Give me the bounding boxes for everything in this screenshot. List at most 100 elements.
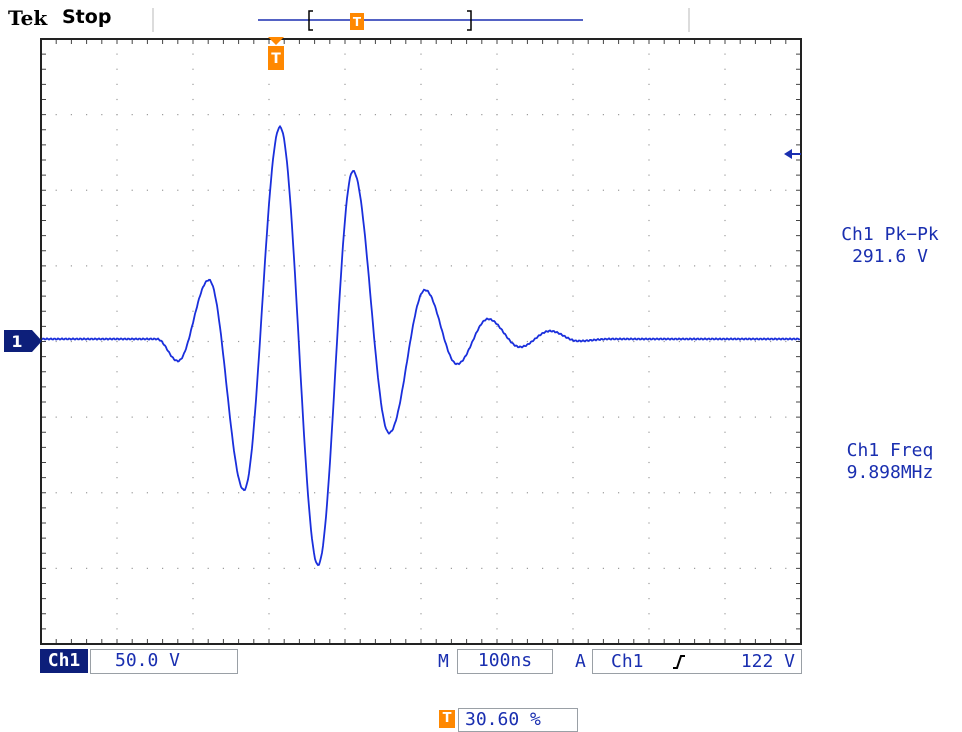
graticule-dot [116, 583, 117, 584]
graticule-dot [481, 417, 482, 418]
graticule-dot [116, 432, 117, 433]
graticule-dot [496, 492, 497, 493]
graticule-dot [268, 553, 269, 554]
trigger-position-readout: 30.60 % [458, 708, 578, 732]
graticule-dot [299, 265, 300, 266]
graticule-dot [192, 265, 193, 266]
graticule-dot [344, 311, 345, 312]
graticule-dot [496, 311, 497, 312]
graticule-dot [724, 507, 725, 508]
graticule-dot [496, 386, 497, 387]
graticule-dot [344, 250, 345, 251]
graticule-dot [116, 114, 117, 115]
graticule-dot [268, 84, 269, 85]
graticule-dot [116, 250, 117, 251]
graticule-dot [724, 190, 725, 191]
graticule-dot [557, 114, 558, 115]
graticule-dot [633, 265, 634, 266]
graticule-dot [694, 341, 695, 342]
graticule-dot [496, 553, 497, 554]
graticule-dot [572, 175, 573, 176]
graticule-dot [268, 326, 269, 327]
graticule-dot [116, 538, 117, 539]
graticule-dot [664, 265, 665, 266]
graticule-dot [405, 417, 406, 418]
graticule-dot [101, 265, 102, 266]
graticule-dot [785, 190, 786, 191]
graticule-dot [238, 492, 239, 493]
graticule-dot [603, 265, 604, 266]
trigger-source: Ch1 [611, 651, 644, 673]
graticule-dot [664, 492, 665, 493]
graticule-dot [268, 507, 269, 508]
graticule-dot [740, 265, 741, 266]
graticule-dot [572, 265, 573, 266]
graticule-dot [496, 69, 497, 70]
graticule-dot [648, 432, 649, 433]
graticule-dot [420, 613, 421, 614]
graticule-dot [268, 583, 269, 584]
graticule-dot [572, 447, 573, 448]
graticule-dot [664, 114, 665, 115]
graticule-dot [496, 568, 497, 569]
graticule-dot [588, 114, 589, 115]
graticule-dot [542, 190, 543, 191]
graticule-dot [405, 190, 406, 191]
graticule-dot [709, 341, 710, 342]
graticule-dot [268, 538, 269, 539]
graticule-dot [344, 432, 345, 433]
graticule-dot [588, 265, 589, 266]
graticule-dot [71, 114, 72, 115]
graticule-dot [192, 447, 193, 448]
graticule-dot [496, 235, 497, 236]
graticule-dot [436, 341, 437, 342]
graticule-dot [557, 265, 558, 266]
graticule-dot [572, 462, 573, 463]
graticule-dot [770, 417, 771, 418]
graticule-dot [724, 477, 725, 478]
graticule-dot [253, 265, 254, 266]
graticule-dot [496, 220, 497, 221]
graticule-dot [572, 296, 573, 297]
graticule-dot [512, 190, 513, 191]
graticule-dot [192, 280, 193, 281]
graticule-dot [420, 265, 421, 266]
graticule-dot [496, 175, 497, 176]
graticule-dot [177, 114, 178, 115]
graticule-dot [177, 341, 178, 342]
graticule-dot [116, 507, 117, 508]
graticule-dot [344, 401, 345, 402]
graticule-dot [223, 190, 224, 191]
graticule-dot [572, 205, 573, 206]
graticule-dot [785, 568, 786, 569]
graticule-dot [344, 99, 345, 100]
graticule-dot [740, 190, 741, 191]
graticule-dot [572, 401, 573, 402]
graticule-dot [740, 417, 741, 418]
graticule-dot [420, 326, 421, 327]
graticule-dot [71, 492, 72, 493]
graticule-dot [436, 114, 437, 115]
graticule-dot [344, 69, 345, 70]
graticule-dot [147, 492, 148, 493]
graticule-dot [496, 265, 497, 266]
graticule-dot [116, 175, 117, 176]
graticule-dot [344, 628, 345, 629]
measurement-1-label: Ch1 Pk−Pk [820, 224, 960, 245]
graticule-dot [785, 341, 786, 342]
graticule-dot [557, 341, 558, 342]
graticule-dot [740, 492, 741, 493]
rising-edge-icon [671, 654, 687, 670]
timebase-readout: 100ns [457, 649, 553, 674]
graticule-dot [253, 568, 254, 569]
trigger-position-marker-icon: T [268, 37, 284, 70]
graticule-dot [694, 190, 695, 191]
graticule-dot [648, 296, 649, 297]
graticule-dot [648, 447, 649, 448]
graticule-dot [618, 417, 619, 418]
graticule-dot [648, 144, 649, 145]
graticule-dot [648, 492, 649, 493]
graticule-dot [512, 417, 513, 418]
graticule-dot [192, 69, 193, 70]
graticule-dot [238, 265, 239, 266]
